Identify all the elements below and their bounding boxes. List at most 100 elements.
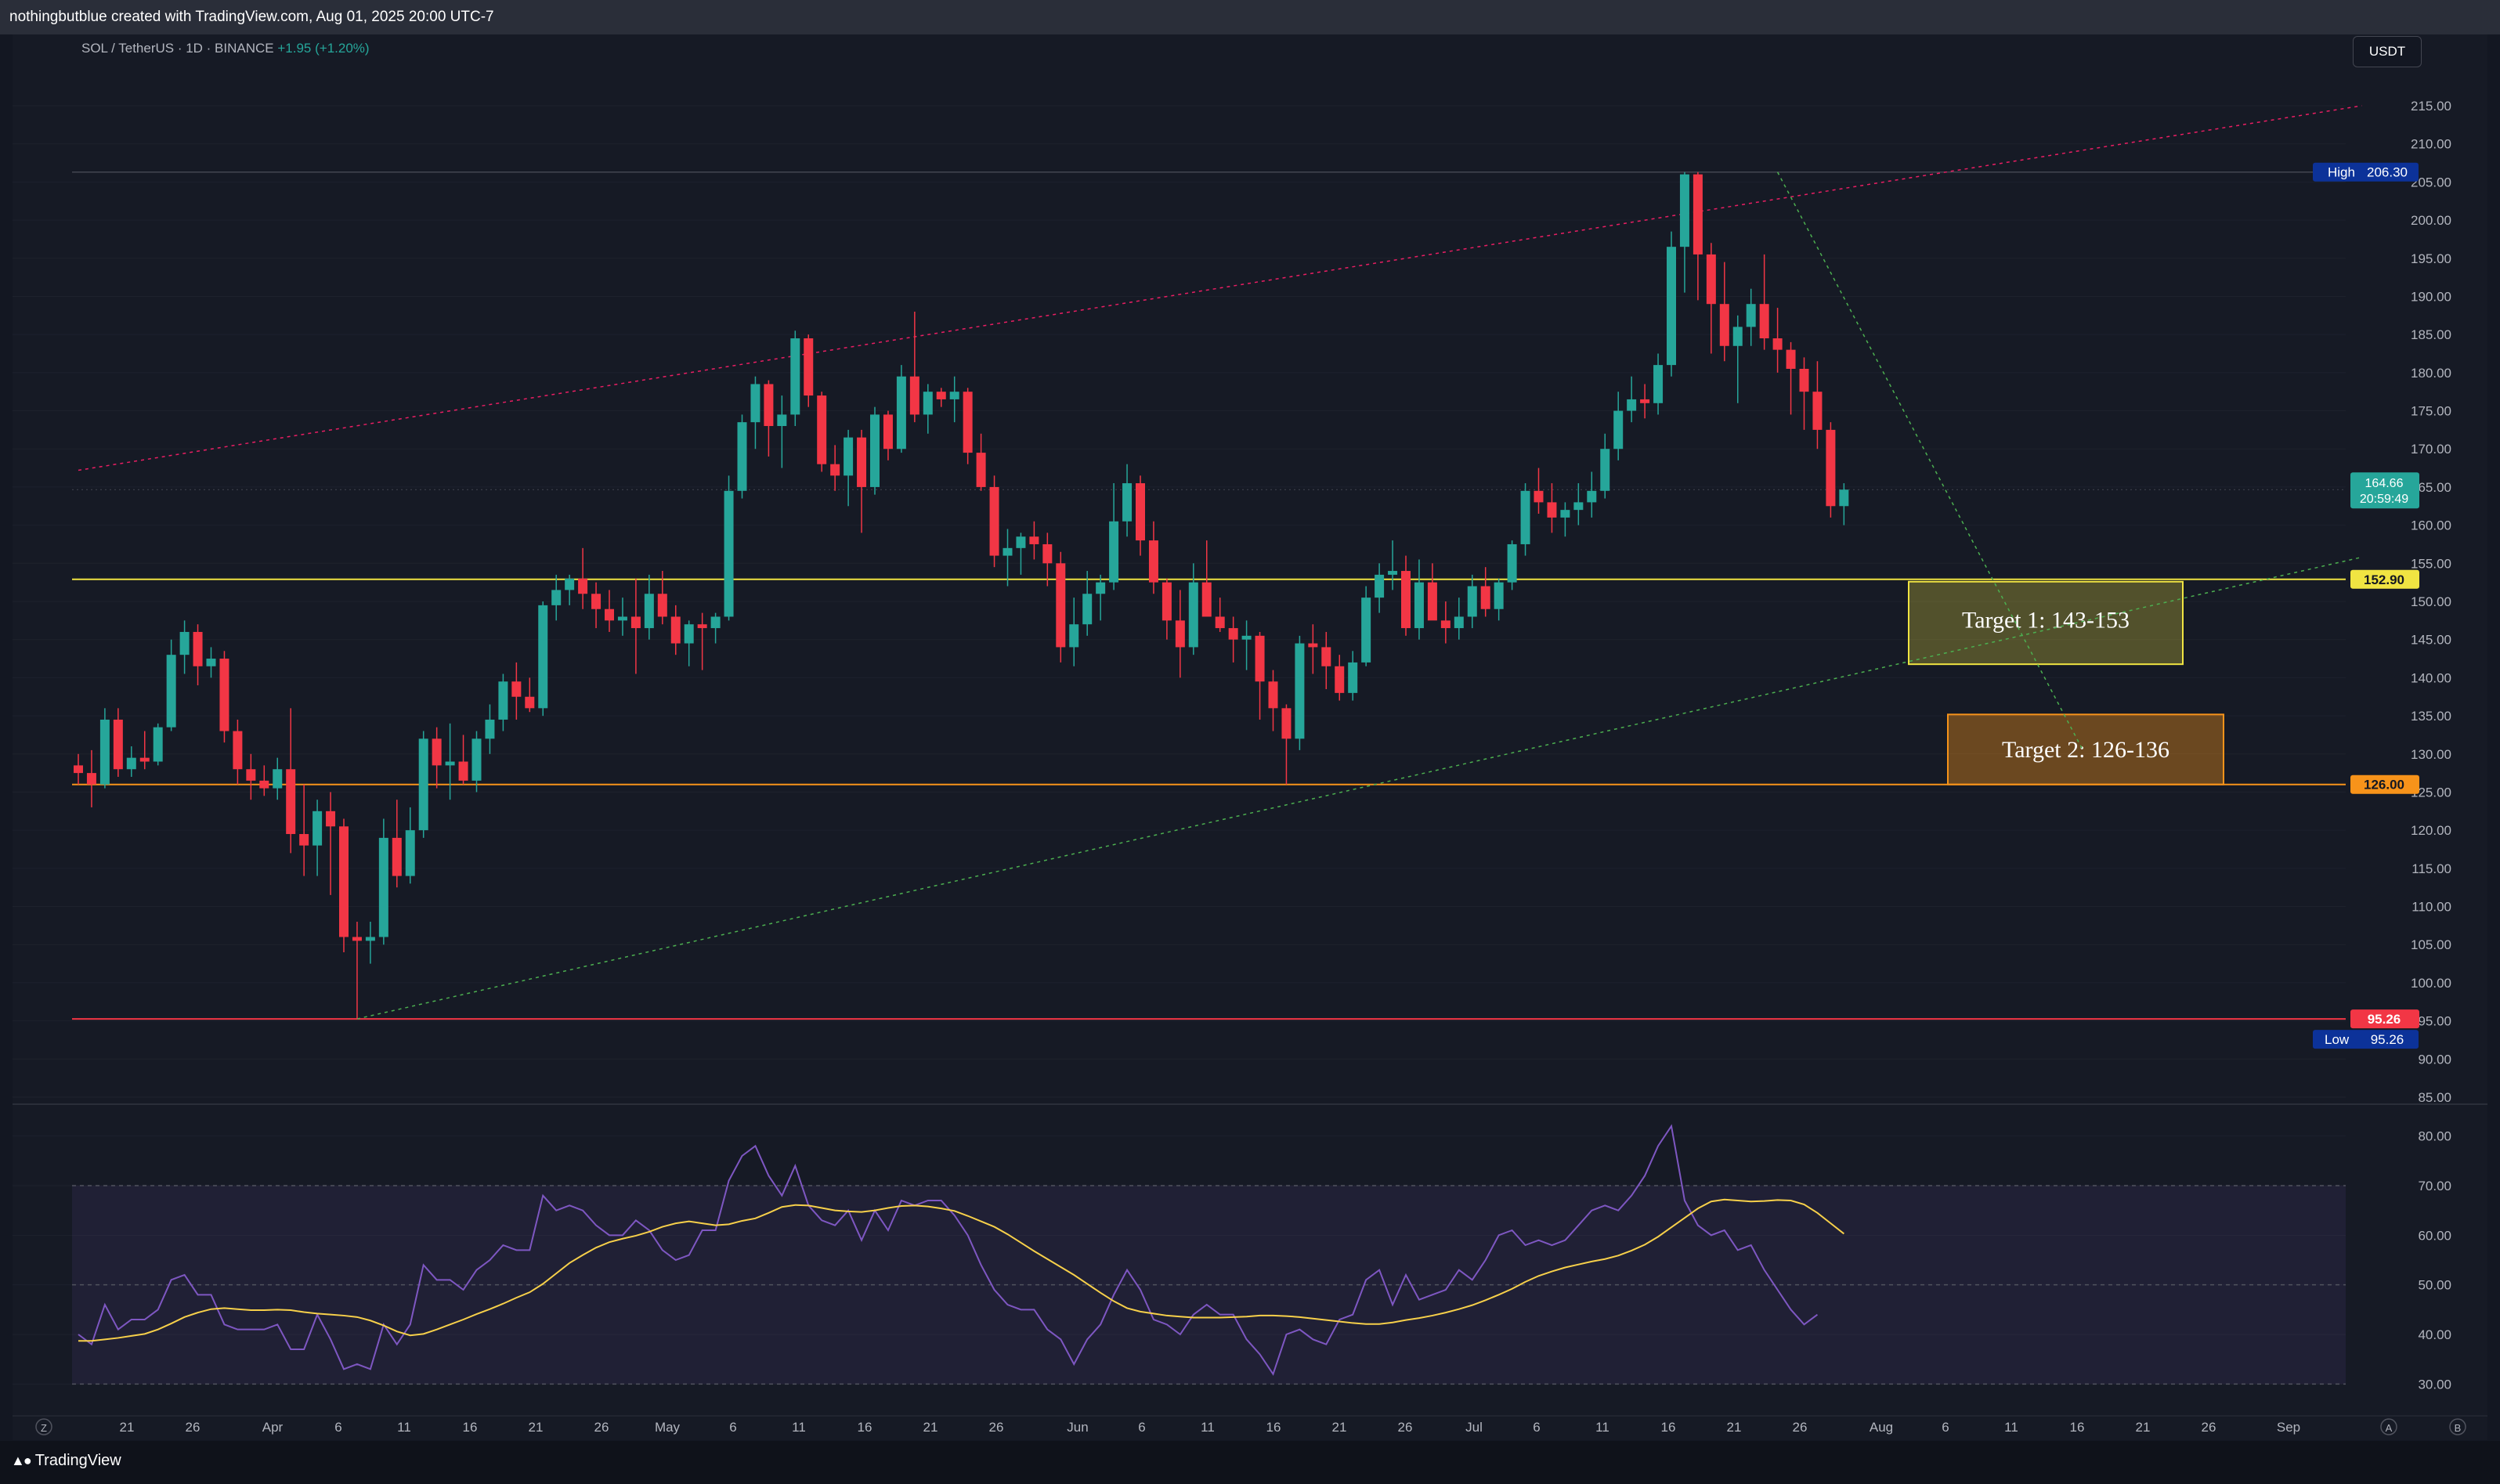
chart-panel[interactable]: Target 1: 143-153 Target 2: 126-136 85.00 9… <box>13 34 2487 1440</box>
candle-up <box>844 429 854 507</box>
time-tick-label: 16 <box>2070 1420 2085 1435</box>
price-tick-label: 200.00 <box>2411 213 2451 228</box>
candle-down <box>1281 704 1292 785</box>
price-tick-label: 115.00 <box>2411 861 2451 876</box>
candle-body <box>697 624 707 629</box>
candle-up <box>1375 563 1385 613</box>
candle-down <box>1056 551 1066 663</box>
projection-line <box>1776 172 2084 751</box>
rsi-tick-label: 40.00 <box>2418 1327 2451 1342</box>
candle-body <box>1175 620 1185 648</box>
time-tick-label: 16 <box>1266 1420 1281 1435</box>
candle-down <box>193 624 203 686</box>
axis-circle-button <box>2380 1418 2397 1435</box>
candle-body <box>790 338 800 415</box>
price-tick-label: 175.00 <box>2411 404 2451 419</box>
candle-body <box>1029 536 1039 544</box>
candle-up <box>1600 433 1610 499</box>
time-tick-label: May <box>655 1420 681 1435</box>
candle-down <box>1029 521 1039 560</box>
candle-down <box>1401 555 1411 636</box>
candle-up <box>1494 578 1504 621</box>
candle-up <box>1361 586 1371 666</box>
candle-up <box>750 376 760 450</box>
candle-down <box>392 800 402 888</box>
price-tick-label: 120.00 <box>2411 823 2451 838</box>
candle-body <box>179 631 190 655</box>
candle-up <box>1295 635 1305 750</box>
last-tag-bg <box>2350 472 2419 509</box>
time-tick-label: 26 <box>594 1420 609 1435</box>
candle-down <box>657 571 667 625</box>
candle-body <box>1560 510 1570 518</box>
price-tick-label: 105.00 <box>2411 937 2451 952</box>
candle-up <box>1003 529 1013 587</box>
candle-down <box>458 735 468 785</box>
candle-down <box>286 708 296 854</box>
candle-up <box>153 723 163 766</box>
candle-down <box>219 651 229 743</box>
time-tick-label: 21 <box>529 1420 544 1435</box>
time-tick-label: B <box>2455 1422 2462 1434</box>
candle-down <box>74 753 83 785</box>
last-price-tag: 164.66 20:59:49 <box>2350 472 2419 509</box>
tradingview-logo[interactable]: ▲● TradingView <box>11 1452 121 1470</box>
candle-body <box>896 376 906 450</box>
price-tick-label: 85.00 <box>2418 1090 2451 1105</box>
candle-up <box>1241 620 1252 670</box>
low-line-price-tag: 95.26 <box>2350 1009 2419 1029</box>
candle-body <box>804 338 814 396</box>
time-tick-label: 11 <box>2004 1420 2018 1435</box>
candle-body <box>471 738 482 781</box>
time-tick-label: 6 <box>334 1420 341 1435</box>
candle-up <box>777 395 787 468</box>
candle-body <box>949 392 959 399</box>
candle-body <box>1042 543 1053 564</box>
candle-down <box>525 677 535 713</box>
candle-body <box>909 376 919 415</box>
time-axis: Z 21 26 Apr 6 11 16 21 26 May 6 11 16 21 26 Jun 6 11 16 21 2… <box>35 1418 2466 1435</box>
candle-body <box>1573 502 1584 511</box>
symbol-change: +1.95 (+1.20%) <box>277 41 370 56</box>
candle-body <box>378 837 388 937</box>
candle-up <box>1587 471 1597 518</box>
time-tick-label: 11 <box>1201 1420 1215 1435</box>
candle-down <box>113 708 123 777</box>
candle-up <box>1016 533 1026 575</box>
attribution-bar: nothingbutblue created with TradingView.… <box>0 0 2500 34</box>
candle-down <box>1042 533 1053 587</box>
candle-up <box>1388 540 1398 590</box>
candle-up <box>896 365 906 453</box>
candle-body <box>1201 582 1212 617</box>
candle-body <box>551 590 562 605</box>
candle-down <box>1547 483 1557 533</box>
candle-body <box>1732 327 1743 346</box>
candle-up <box>1520 483 1530 556</box>
candle-up <box>949 376 959 423</box>
low-tag-bg <box>2313 1030 2419 1049</box>
candle-body <box>1494 582 1504 609</box>
candle-body <box>1109 521 1119 583</box>
price-tick-label: 155.00 <box>2411 556 2451 571</box>
rsi-line <box>78 1124 1819 1376</box>
candle-down <box>1308 624 1318 674</box>
candle-down <box>1693 172 1703 301</box>
candle-down <box>591 582 602 629</box>
candle-up <box>1109 483 1119 590</box>
candle-body <box>1082 594 1093 625</box>
candle-up <box>1560 502 1570 537</box>
currency-unit-button[interactable]: USDT <box>2353 36 2422 67</box>
candle-down <box>1161 578 1172 640</box>
candle-down <box>1427 563 1437 621</box>
price-tick-label: 160.00 <box>2411 518 2451 533</box>
candle-body <box>657 594 667 617</box>
candle-body <box>193 631 203 666</box>
candle-body <box>113 719 123 770</box>
price-chart[interactable]: Target 1: 143-153 Target 2: 126-136 85.00 9… <box>13 34 2487 1440</box>
candle-up <box>724 475 734 621</box>
time-tick-label: 26 <box>989 1420 1004 1435</box>
candle-up <box>498 673 508 731</box>
candle-down <box>1772 308 1783 373</box>
target-1-label: Target 1: 143-153 <box>1962 607 2130 633</box>
symbol-legend: SOL / TetherUS · 1D · BINANCE +1.95 (+1.… <box>81 41 370 56</box>
